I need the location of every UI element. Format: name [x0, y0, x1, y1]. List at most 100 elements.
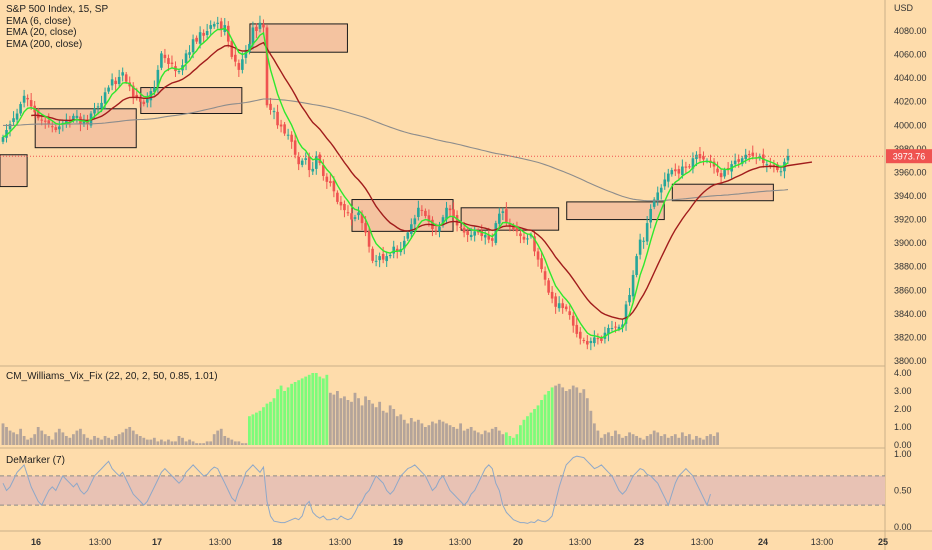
- demarker-title[interactable]: DeMarker (7): [6, 455, 65, 466]
- ema-200-label[interactable]: EMA (200, close): [6, 38, 83, 50]
- ema-20-line: [31, 41, 789, 320]
- candle-body: [374, 260, 378, 262]
- vix-bar: [318, 376, 322, 445]
- vix-bar: [212, 434, 216, 445]
- candle-body: [677, 169, 681, 174]
- vix-bar: [22, 436, 26, 445]
- vix-bar: [596, 430, 600, 445]
- vix-bar: [504, 432, 508, 445]
- vix-bar: [670, 436, 674, 445]
- vix-bar: [114, 436, 118, 445]
- vix-bar: [508, 436, 512, 445]
- vix-y-tick: 0.00: [894, 440, 912, 450]
- candle-body: [276, 111, 279, 126]
- candle-body: [216, 22, 220, 24]
- candle-body: [733, 160, 737, 165]
- vix-legend: CM_Williams_Vix_Fix (22, 20, 2, 50, 0.85…: [6, 371, 218, 383]
- vix-bar: [156, 441, 160, 445]
- supply-demand-zone: [34, 108, 137, 149]
- vix-bar: [466, 428, 470, 445]
- vix-bar: [131, 430, 135, 445]
- candle-body: [631, 274, 635, 297]
- vix-bar: [698, 437, 702, 445]
- candle-body: [385, 256, 388, 262]
- vix-bar: [79, 428, 82, 445]
- candle-body: [371, 248, 374, 261]
- candle-body: [353, 217, 357, 219]
- ema-20-label[interactable]: EMA (20, close): [6, 27, 77, 38]
- vix-bar: [680, 432, 684, 445]
- candle-body: [712, 161, 716, 167]
- vix-bar: [54, 432, 58, 445]
- candle-body: [300, 160, 304, 165]
- vix-bar: [135, 434, 139, 445]
- vix-bar: [522, 419, 526, 445]
- candle-body: [177, 71, 181, 73]
- supply-demand-zone: [671, 183, 774, 202]
- vix-bar: [575, 387, 579, 445]
- vix-bar: [96, 437, 100, 445]
- vix-bar: [589, 410, 593, 445]
- candle-body: [670, 170, 674, 175]
- vix-bar: [434, 423, 438, 445]
- vix-bar: [244, 443, 248, 445]
- candle-body: [688, 166, 691, 168]
- candle-body: [571, 315, 575, 326]
- x-tick-label: 23: [634, 537, 644, 547]
- candle-body: [350, 213, 353, 220]
- vix-bar: [420, 423, 424, 445]
- vix-bar: [107, 437, 110, 445]
- vix-bar: [635, 436, 638, 445]
- ema-6-label[interactable]: EMA (6, close): [6, 15, 72, 27]
- candle-body: [29, 100, 33, 107]
- candle-body: [575, 324, 579, 334]
- candle-body: [96, 106, 100, 108]
- vix-bar: [614, 430, 617, 445]
- candle-body: [146, 98, 149, 103]
- last-price-label: 3973.76: [893, 152, 926, 162]
- vix-bar: [547, 391, 550, 445]
- demarker-legend: DeMarker (7): [6, 455, 65, 467]
- x-tick-label: 20: [513, 537, 523, 547]
- candle-body: [424, 210, 427, 217]
- vix-bar: [43, 434, 47, 445]
- candle-body: [198, 32, 202, 44]
- vix-bar: [716, 432, 719, 445]
- vix-bar: [226, 437, 230, 445]
- candle-body: [82, 121, 86, 124]
- vix-bar: [543, 394, 547, 445]
- x-tick-label: 13:00: [691, 537, 714, 547]
- vix-bar: [304, 376, 308, 445]
- vix-bar: [702, 439, 705, 445]
- vix-bar: [645, 436, 649, 445]
- vix-bar: [550, 387, 554, 445]
- vix-bar: [163, 441, 167, 445]
- vix-bar: [124, 428, 128, 445]
- candle-body: [40, 119, 44, 121]
- candle-body: [167, 58, 170, 64]
- vix-bar: [233, 441, 237, 445]
- vix-bar: [230, 439, 234, 445]
- vix-bar: [578, 392, 582, 445]
- vix-title[interactable]: CM_Williams_Vix_Fix (22, 20, 2, 50, 0.85…: [6, 371, 218, 382]
- vix-bar: [709, 434, 712, 445]
- vix-bar: [666, 437, 670, 445]
- vix-bar: [290, 383, 294, 445]
- candle-body: [483, 234, 487, 238]
- candle-body: [107, 87, 110, 92]
- vix-bar: [336, 391, 339, 445]
- candle-body: [522, 236, 526, 240]
- candle-body: [381, 253, 385, 260]
- vix-bar: [209, 441, 213, 445]
- candle-body: [15, 113, 19, 120]
- candle-body: [103, 92, 107, 104]
- price-title[interactable]: S&P 500 Index, 15, SP: [6, 4, 109, 15]
- vix-bar: [64, 436, 68, 445]
- candle-body: [191, 39, 195, 53]
- vix-bar: [395, 416, 399, 445]
- vix-y-tick: 1.00: [894, 422, 912, 432]
- candle-body: [413, 218, 417, 225]
- x-tick-label: 19: [393, 537, 403, 547]
- candle-body: [163, 54, 167, 59]
